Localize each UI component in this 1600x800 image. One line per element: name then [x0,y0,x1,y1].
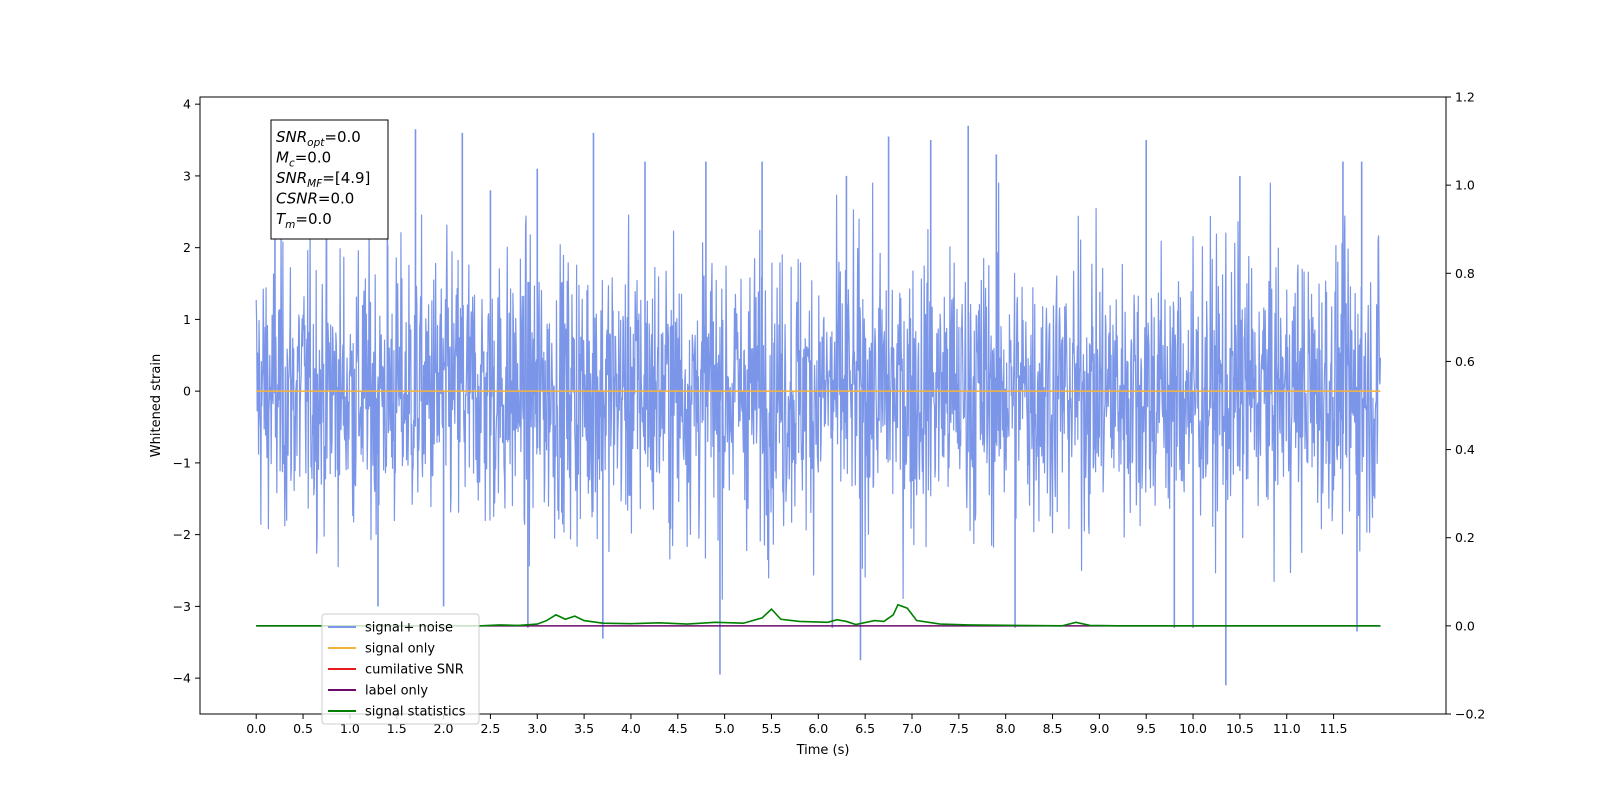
stat-subscript: opt [307,137,325,149]
y-axis-right: 1.2 1.0 0.8 0.6 0.4 0.2 0.0 −0.2 [1446,90,1485,722]
x-axis: 0.0 0.5 1.0 1.5 2.0 2.5 3.0 3.5 4.0 4.5 5.0 5.5 6.0 6… [246,714,1348,736]
y2-tick-label: 1.2 [1455,90,1475,105]
stat-value: =[4.9] [322,169,370,187]
x-tick-label: 4.5 [668,721,688,736]
x-tick-label: 0.0 [246,721,266,736]
x-tick-label: 5.5 [762,721,782,736]
x-tick-label: 11.5 [1320,721,1348,736]
stat-value: =0.0 [295,210,331,228]
y-tick-label: −1 [173,455,191,470]
y-tick-label: −3 [173,599,191,614]
stat-line: CSNR=0.0 [276,190,354,208]
x-tick-label: 8.0 [996,721,1016,736]
stat-subscript: MF [307,178,323,190]
y-tick-label: 1 [183,312,191,327]
stat-value: =0.0 [324,128,360,146]
x-tick-label: 7.5 [949,721,969,736]
stat-subscript: m [285,219,295,231]
legend-entry: signal only [365,642,435,657]
x-tick-label: 9.0 [1089,721,1109,736]
y2-tick-label: 0.2 [1455,530,1475,545]
plot-frame [199,96,1447,715]
x-tick-label: 1.5 [387,721,407,736]
stats-box-frame [270,119,389,240]
x-tick-label: 2.0 [434,721,454,736]
y-axis-label: Whitened strain [149,354,164,457]
x-tick-label: 4.0 [621,721,641,736]
stat-symbol: SNR [276,169,307,187]
y2-tick-label: 0.6 [1455,354,1475,369]
y-tick-label: 3 [183,168,191,183]
stats-box: SNRopt=0.0Mc=0.0SNRMF=[4.9]CSNR=0.0Tm=0.… [270,119,389,240]
x-tick-label: 8.5 [1043,721,1063,736]
x-tick-label: 1.0 [340,721,360,736]
x-tick-label: 7.0 [902,721,922,736]
y2-tick-label: 1.0 [1455,178,1475,193]
legend-entry: label only [365,684,428,699]
series-signal-noise [255,182,1382,600]
plot-area [255,125,1382,686]
stat-subscript: c [289,158,295,170]
x-axis-label: Time (s) [796,743,850,758]
y2-tick-label: 0.8 [1455,266,1475,281]
stat-line: SNRMF=[4.9] [276,169,370,190]
legend: signal+ noise signal only cumilative SNR la… [321,613,480,725]
y-tick-label: −4 [173,671,191,686]
legend-entry: signal statistics [365,705,466,720]
y-tick-label: −2 [173,527,191,542]
x-tick-label: 6.5 [855,721,875,736]
x-tick-label: 3.0 [527,721,547,736]
legend-entry: signal+ noise [365,621,453,636]
y2-tick-label: −0.2 [1455,707,1485,722]
stat-line: SNRopt=0.0 [276,128,361,149]
y2-tick-label: 0.0 [1455,618,1475,633]
x-tick-label: 6.0 [808,721,828,736]
y-tick-label: 4 [183,97,191,112]
x-tick-label: 11.0 [1273,721,1301,736]
stat-line: Tm=0.0 [276,210,332,231]
stat-value: =0.0 [295,149,331,167]
y2-tick-label: 0.4 [1455,442,1475,457]
x-tick-label: 0.5 [293,721,313,736]
y-tick-label: 2 [183,240,191,255]
series-signal-statistics [256,603,1381,627]
stat-line: Mc=0.0 [276,149,331,170]
stat-symbol: CSNR [276,190,318,208]
x-tick-label: 5.0 [715,721,735,736]
y-tick-label: 0 [183,384,191,399]
stat-value: =0.0 [318,190,354,208]
stat-symbol: T [276,210,287,228]
stat-symbol: M [276,149,289,167]
x-tick-label: 10.5 [1226,721,1254,736]
x-tick-label: 10.0 [1179,721,1207,736]
legend-frame [321,613,480,725]
x-tick-label: 3.5 [574,721,594,736]
y-axis-left: 4 3 2 1 0 −1 −2 −3 −4 [173,97,200,686]
x-tick-label: 2.5 [480,721,500,736]
legend-entry: cumilative SNR [365,663,464,678]
x-tick-label: 9.5 [1136,721,1156,736]
stat-symbol: SNR [276,128,307,146]
